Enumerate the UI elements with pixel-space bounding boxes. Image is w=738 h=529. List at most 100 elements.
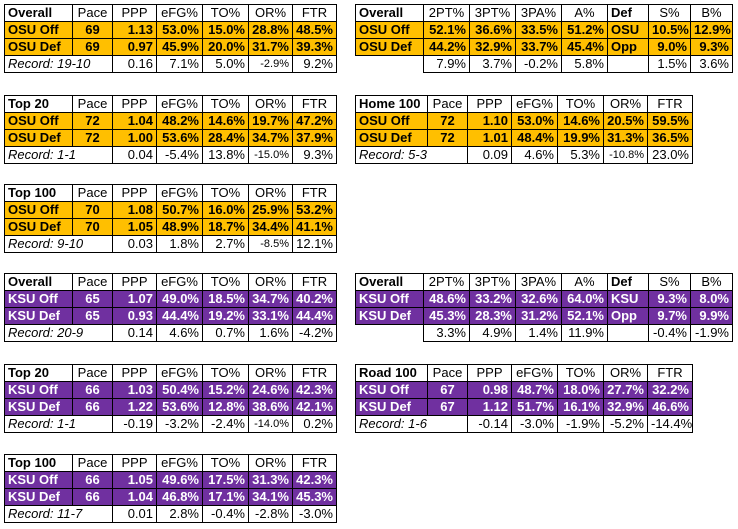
table-title: Overall bbox=[355, 4, 424, 22]
diff-cell: 4.6% bbox=[511, 146, 558, 164]
table-cell: 44.4% bbox=[292, 307, 337, 325]
column-header: OR% bbox=[248, 184, 293, 202]
row-label: KSU Off bbox=[4, 381, 73, 399]
table-cell: 32.9% bbox=[469, 38, 516, 56]
diff-cell: 2.7% bbox=[202, 235, 249, 253]
diff-cell: 1.5% bbox=[648, 55, 691, 73]
table-row: OSU Off 69 1.13 53.0% 15.0% 28.8% 48.5% bbox=[4, 21, 337, 39]
diff-cell: 0.14 bbox=[112, 324, 157, 342]
diff-cell: -14.4% bbox=[647, 415, 693, 433]
diff-cell: 3.6% bbox=[690, 55, 733, 73]
table-row: OSU Def 72 1.01 48.4% 19.9% 31.3% 36.5% bbox=[355, 129, 693, 147]
table-row: OSU Def 69 0.97 45.9% 20.0% 31.7% 39.3% bbox=[4, 38, 337, 56]
table-title: Top 20 bbox=[4, 95, 73, 113]
row-label: KSU Def bbox=[4, 398, 73, 416]
table-cell: 1.22 bbox=[112, 398, 157, 416]
record-label: Record: 19-10 bbox=[4, 55, 113, 73]
diff-cell: -3.0% bbox=[511, 415, 558, 433]
diff-cell: 13.8% bbox=[202, 146, 249, 164]
table-header-row: Overall Pace PPP eFG% TO% OR% FTR bbox=[4, 273, 337, 291]
column-header: Pace bbox=[427, 95, 468, 113]
row-label: OSU Off bbox=[4, 112, 73, 130]
table-cell: 40.2% bbox=[292, 290, 337, 308]
diff-cell: -3.0% bbox=[292, 505, 337, 523]
table-cell: 1.05 bbox=[112, 471, 157, 489]
ksu-shooting-table: Overall 2PT% 3PT% 3PA% A% Def S% B% KSU … bbox=[355, 273, 733, 342]
empty-cell bbox=[355, 324, 424, 342]
table-header-row: Overall 2PT% 3PT% 3PA% A% Def S% B% bbox=[355, 4, 733, 22]
table-row: KSU Def 66 1.22 53.6% 12.8% 38.6% 42.1% bbox=[4, 398, 337, 416]
osu-shooting-table: Overall 2PT% 3PT% 3PA% A% Def S% B% OSU … bbox=[355, 4, 733, 73]
table-header-row: Overall Pace PPP eFG% TO% OR% FTR bbox=[4, 4, 337, 22]
row-label: OSU Off bbox=[4, 201, 73, 219]
table-cell: 1.00 bbox=[112, 129, 157, 147]
column-header: Pace bbox=[72, 364, 113, 382]
table-cell: 32.9% bbox=[603, 398, 648, 416]
row-label: KSU bbox=[607, 290, 649, 308]
column-header: PPP bbox=[467, 95, 512, 113]
table-cell: 69 bbox=[72, 21, 113, 39]
column-header: Pace bbox=[72, 273, 113, 291]
table-title: Top 100 bbox=[4, 184, 73, 202]
column-header: S% bbox=[648, 273, 691, 291]
table-cell: 53.0% bbox=[511, 112, 558, 130]
diff-cell: -0.2% bbox=[515, 55, 562, 73]
diff-cell: 3.7% bbox=[469, 55, 516, 73]
row-label: KSU Def bbox=[4, 488, 73, 506]
table-cell: 49.0% bbox=[156, 290, 203, 308]
table-cell: 44.2% bbox=[423, 38, 470, 56]
record-label: Record: 1-1 bbox=[4, 415, 113, 433]
table-row: OSU Off 72 1.10 53.0% 14.6% 20.5% 59.5% bbox=[355, 112, 693, 130]
diff-cell: -1.9% bbox=[690, 324, 733, 342]
table-cell: 52.1% bbox=[561, 307, 608, 325]
diff-cell: 5.3% bbox=[557, 146, 604, 164]
diff-cell: -5.4% bbox=[156, 146, 203, 164]
table-cell: 1.13 bbox=[112, 21, 157, 39]
column-header: B% bbox=[690, 273, 733, 291]
table-cell: 45.4% bbox=[561, 38, 608, 56]
table-cell: 48.6% bbox=[423, 290, 470, 308]
empty-cell bbox=[355, 55, 424, 73]
table-cell: 20.5% bbox=[603, 112, 648, 130]
column-header: eFG% bbox=[156, 184, 203, 202]
column-header: TO% bbox=[202, 4, 249, 22]
row-label: OSU Def bbox=[4, 218, 73, 236]
row-label: KSU Off bbox=[355, 290, 424, 308]
diff-cell: -0.19 bbox=[112, 415, 157, 433]
table-row: OSU Def 70 1.05 48.9% 18.7% 34.4% 41.1% bbox=[4, 218, 337, 236]
table-cell: 25.9% bbox=[248, 201, 293, 219]
column-header: FTR bbox=[292, 273, 337, 291]
table-cell: 9.0% bbox=[648, 38, 691, 56]
table-cell: 1.04 bbox=[112, 112, 157, 130]
table-cell: 48.9% bbox=[156, 218, 203, 236]
table-row: KSU Off 65 1.07 49.0% 18.5% 34.7% 40.2% bbox=[4, 290, 337, 308]
column-header: PPP bbox=[112, 184, 157, 202]
row-label: OSU Def bbox=[4, 38, 73, 56]
record-row: Record: 19-10 0.16 7.1% 5.0% -2.9% 9.2% bbox=[4, 55, 337, 73]
diff-cell: 4.9% bbox=[469, 324, 516, 342]
table-cell: 45.3% bbox=[292, 488, 337, 506]
column-header: eFG% bbox=[511, 364, 558, 382]
row-label: OSU bbox=[607, 21, 649, 39]
table-cell: 66 bbox=[72, 471, 113, 489]
table-cell: 1.04 bbox=[112, 488, 157, 506]
table-title: Overall bbox=[4, 4, 73, 22]
table-cell: 0.97 bbox=[112, 38, 157, 56]
row-label: Opp bbox=[607, 38, 649, 56]
diff-cell: -0.4% bbox=[202, 505, 249, 523]
osu-top20-table: Top 20 Pace PPP eFG% TO% OR% FTR OSU Off… bbox=[4, 95, 337, 164]
record-row: 3.3% 4.9% 1.4% 11.9% -0.4% -1.9% bbox=[355, 324, 733, 342]
ksu-road100-table: Road 100 Pace PPP eFG% TO% OR% FTR KSU O… bbox=[355, 364, 693, 433]
table-cell: 36.6% bbox=[469, 21, 516, 39]
table-header-row: Top 20 Pace PPP eFG% TO% OR% FTR bbox=[4, 364, 337, 382]
column-header: eFG% bbox=[156, 4, 203, 22]
empty-cell bbox=[607, 324, 649, 342]
table-cell: 19.7% bbox=[248, 112, 293, 130]
record-row: Record: 9-10 0.03 1.8% 2.7% -8.5% 12.1% bbox=[4, 235, 337, 253]
table-cell: 46.6% bbox=[647, 398, 693, 416]
diff-cell: -2.9% bbox=[248, 55, 293, 73]
table-cell: 48.7% bbox=[511, 381, 558, 399]
table-cell: 19.2% bbox=[202, 307, 249, 325]
column-header: FTR bbox=[647, 95, 693, 113]
